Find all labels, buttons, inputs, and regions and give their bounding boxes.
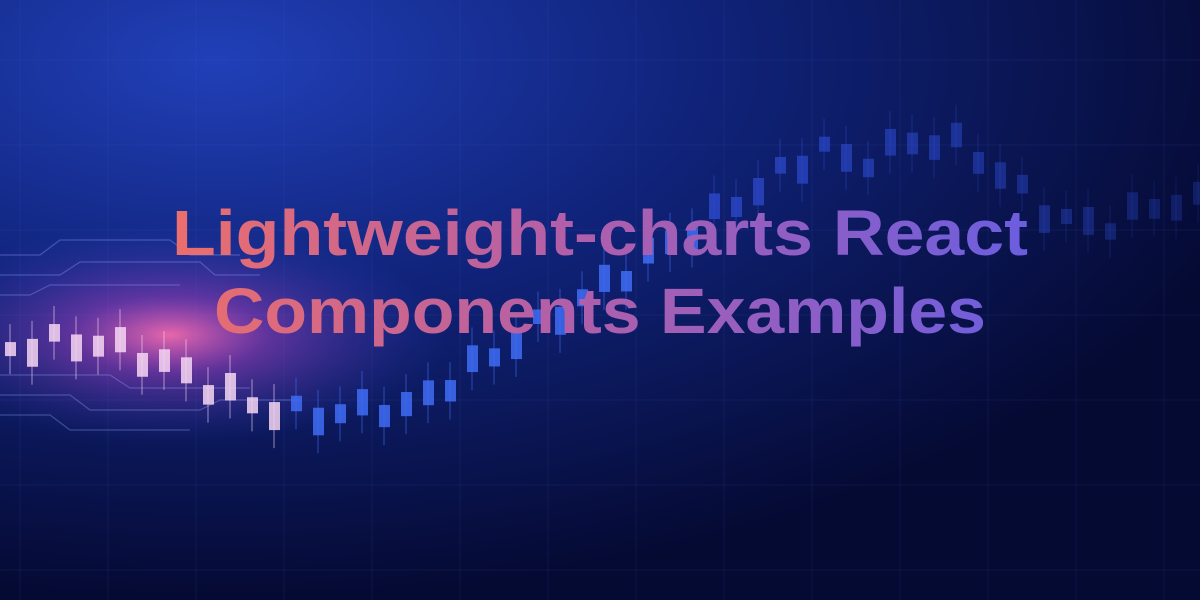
candle-body xyxy=(225,372,236,401)
candle-body xyxy=(423,380,434,406)
candle-body xyxy=(115,327,126,353)
candle-body xyxy=(269,402,280,431)
candle-body xyxy=(401,391,412,417)
title-line: Lightweight-charts React xyxy=(172,197,1028,269)
candle-body xyxy=(929,135,940,160)
title-line: Components Examples xyxy=(214,275,986,347)
candle-body xyxy=(599,264,610,292)
candle-body xyxy=(313,407,324,436)
candle-body xyxy=(93,335,104,357)
candle-body xyxy=(885,128,896,156)
candle-body xyxy=(731,196,742,218)
candle-body xyxy=(841,144,852,172)
candle-body xyxy=(1105,223,1116,240)
candle-body xyxy=(1193,181,1200,205)
candle-body xyxy=(49,324,60,342)
candle-body xyxy=(467,345,478,373)
candle-body xyxy=(335,404,346,424)
candle-body xyxy=(1039,205,1050,233)
candle-body xyxy=(379,404,390,428)
candle-body xyxy=(621,271,632,292)
candle-body xyxy=(181,357,192,384)
candle-body xyxy=(643,238,654,264)
candle-body xyxy=(797,155,808,184)
candle-body xyxy=(445,380,456,402)
candle-body xyxy=(247,397,258,414)
candle-body xyxy=(907,132,918,155)
candle-body xyxy=(995,162,1006,189)
glow xyxy=(0,225,450,445)
candle-body xyxy=(709,193,720,220)
candle-body xyxy=(137,352,148,377)
candle-body xyxy=(555,306,566,335)
candles xyxy=(5,104,1200,454)
candle-body xyxy=(775,156,786,174)
candle-body xyxy=(1171,194,1182,221)
candle-body xyxy=(1017,174,1028,194)
candle-body xyxy=(291,395,302,412)
candle-body xyxy=(863,158,874,178)
candle-body xyxy=(71,334,82,362)
candle-body xyxy=(973,151,984,174)
candle-body xyxy=(1127,192,1138,220)
candle-body xyxy=(1149,198,1160,219)
candle-body xyxy=(1083,206,1094,235)
candle-body xyxy=(1061,208,1072,225)
candle-body xyxy=(665,230,676,255)
candle-body xyxy=(533,309,544,325)
candle-body xyxy=(5,342,16,357)
candle-body xyxy=(159,349,170,372)
candle-body xyxy=(27,338,38,367)
candle-body xyxy=(489,348,500,367)
candle-body xyxy=(951,122,962,148)
candle-body xyxy=(819,136,830,152)
candle-body xyxy=(687,226,698,250)
candle-body xyxy=(357,389,368,416)
candle-body xyxy=(753,178,764,206)
candle-body xyxy=(577,289,588,307)
candle-body xyxy=(511,331,522,360)
candle-body xyxy=(203,385,214,405)
